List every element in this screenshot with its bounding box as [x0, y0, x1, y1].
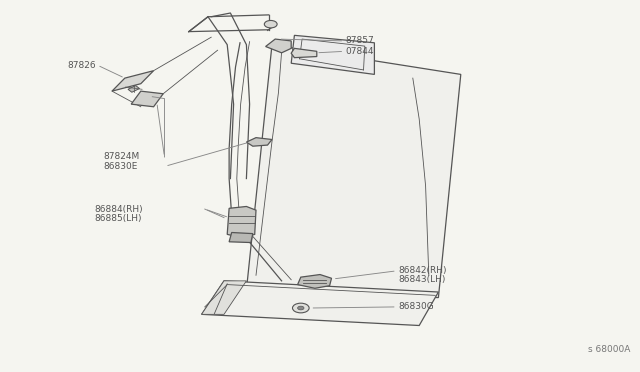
- Text: 86843(LH): 86843(LH): [398, 275, 445, 284]
- Polygon shape: [246, 45, 461, 298]
- Text: 87824M: 87824M: [104, 153, 140, 161]
- Polygon shape: [202, 281, 246, 314]
- Text: 86884(RH): 86884(RH): [95, 205, 143, 214]
- Polygon shape: [298, 275, 332, 288]
- Polygon shape: [229, 232, 253, 243]
- Text: 86830G: 86830G: [398, 302, 434, 311]
- Text: 86885(LH): 86885(LH): [95, 214, 142, 223]
- Text: s 68000A: s 68000A: [588, 345, 630, 354]
- Text: 86842(RH): 86842(RH): [398, 266, 447, 275]
- Text: 87857: 87857: [346, 36, 374, 45]
- Polygon shape: [227, 206, 256, 238]
- Text: 87826: 87826: [67, 61, 96, 70]
- Polygon shape: [291, 48, 317, 58]
- Polygon shape: [266, 39, 291, 53]
- Circle shape: [292, 303, 309, 313]
- Polygon shape: [112, 71, 154, 91]
- Polygon shape: [246, 138, 272, 146]
- Circle shape: [264, 20, 277, 28]
- Polygon shape: [202, 281, 438, 326]
- Polygon shape: [128, 86, 140, 92]
- Text: 07844: 07844: [346, 47, 374, 56]
- Circle shape: [298, 306, 304, 310]
- Polygon shape: [131, 91, 163, 107]
- Text: 86830E: 86830E: [104, 162, 138, 171]
- Polygon shape: [291, 35, 374, 74]
